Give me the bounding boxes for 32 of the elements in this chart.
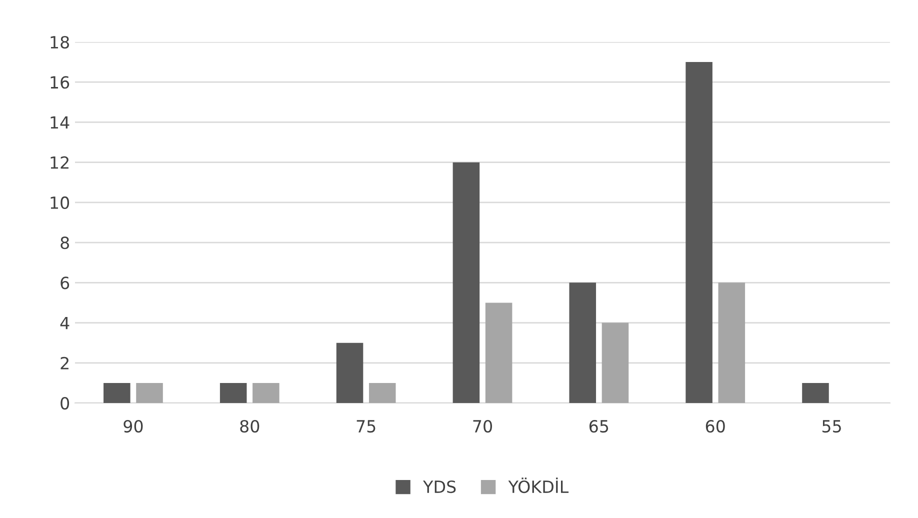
y-tick-label: 16	[50, 76, 70, 89]
y-tick-label: 10	[50, 196, 70, 210]
x-tick-label: 60	[706, 420, 725, 433]
y-tick-label: 0	[60, 396, 70, 410]
x-tick-label: 70	[473, 420, 492, 433]
bar	[602, 322, 629, 403]
y-tick-label: 4	[60, 316, 70, 330]
y-tick-label: 14	[50, 116, 70, 129]
x-tick-label: 80	[240, 420, 260, 433]
legend-label: YÖKDİL	[508, 478, 569, 494]
x-tick-label: 90	[124, 420, 143, 433]
y-tick-label: 12	[50, 156, 68, 169]
bar	[569, 282, 596, 403]
y-tick-label: 2	[60, 356, 68, 370]
y-tick-label: 18	[50, 36, 69, 49]
x-tick-label: 55	[822, 420, 841, 433]
legend-label: YDS	[422, 480, 456, 494]
bar	[220, 382, 247, 403]
bar	[718, 282, 746, 403]
bar	[136, 382, 163, 403]
bar	[252, 382, 280, 403]
y-tick-label: 6	[60, 276, 70, 290]
bar	[336, 342, 364, 403]
bar	[368, 382, 396, 403]
bar	[802, 382, 829, 403]
x-tick-label: 65	[589, 420, 608, 433]
bar	[686, 62, 712, 403]
bar	[485, 302, 512, 403]
bar	[452, 162, 480, 403]
bar	[104, 382, 130, 403]
x-tick-label: 75	[356, 420, 376, 433]
y-tick-label: 8	[60, 236, 69, 250]
